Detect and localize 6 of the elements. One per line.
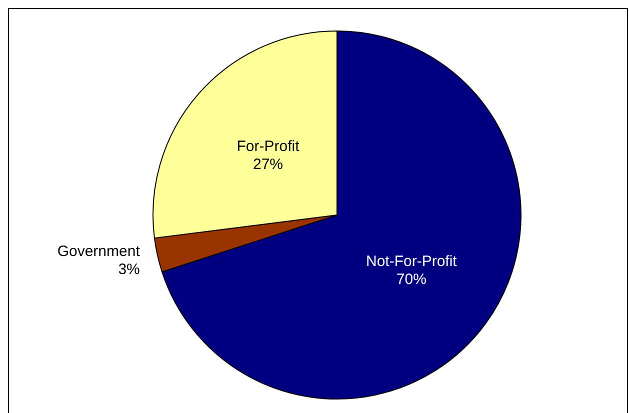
data-label: 3%	[118, 261, 140, 278]
slice-label: Not-For-Profit	[366, 253, 458, 270]
slice-label: Government	[57, 243, 141, 260]
data-label: 70%	[396, 271, 426, 288]
slice-label: For-Profit	[236, 138, 300, 156]
data-label: 27%	[252, 156, 284, 174]
